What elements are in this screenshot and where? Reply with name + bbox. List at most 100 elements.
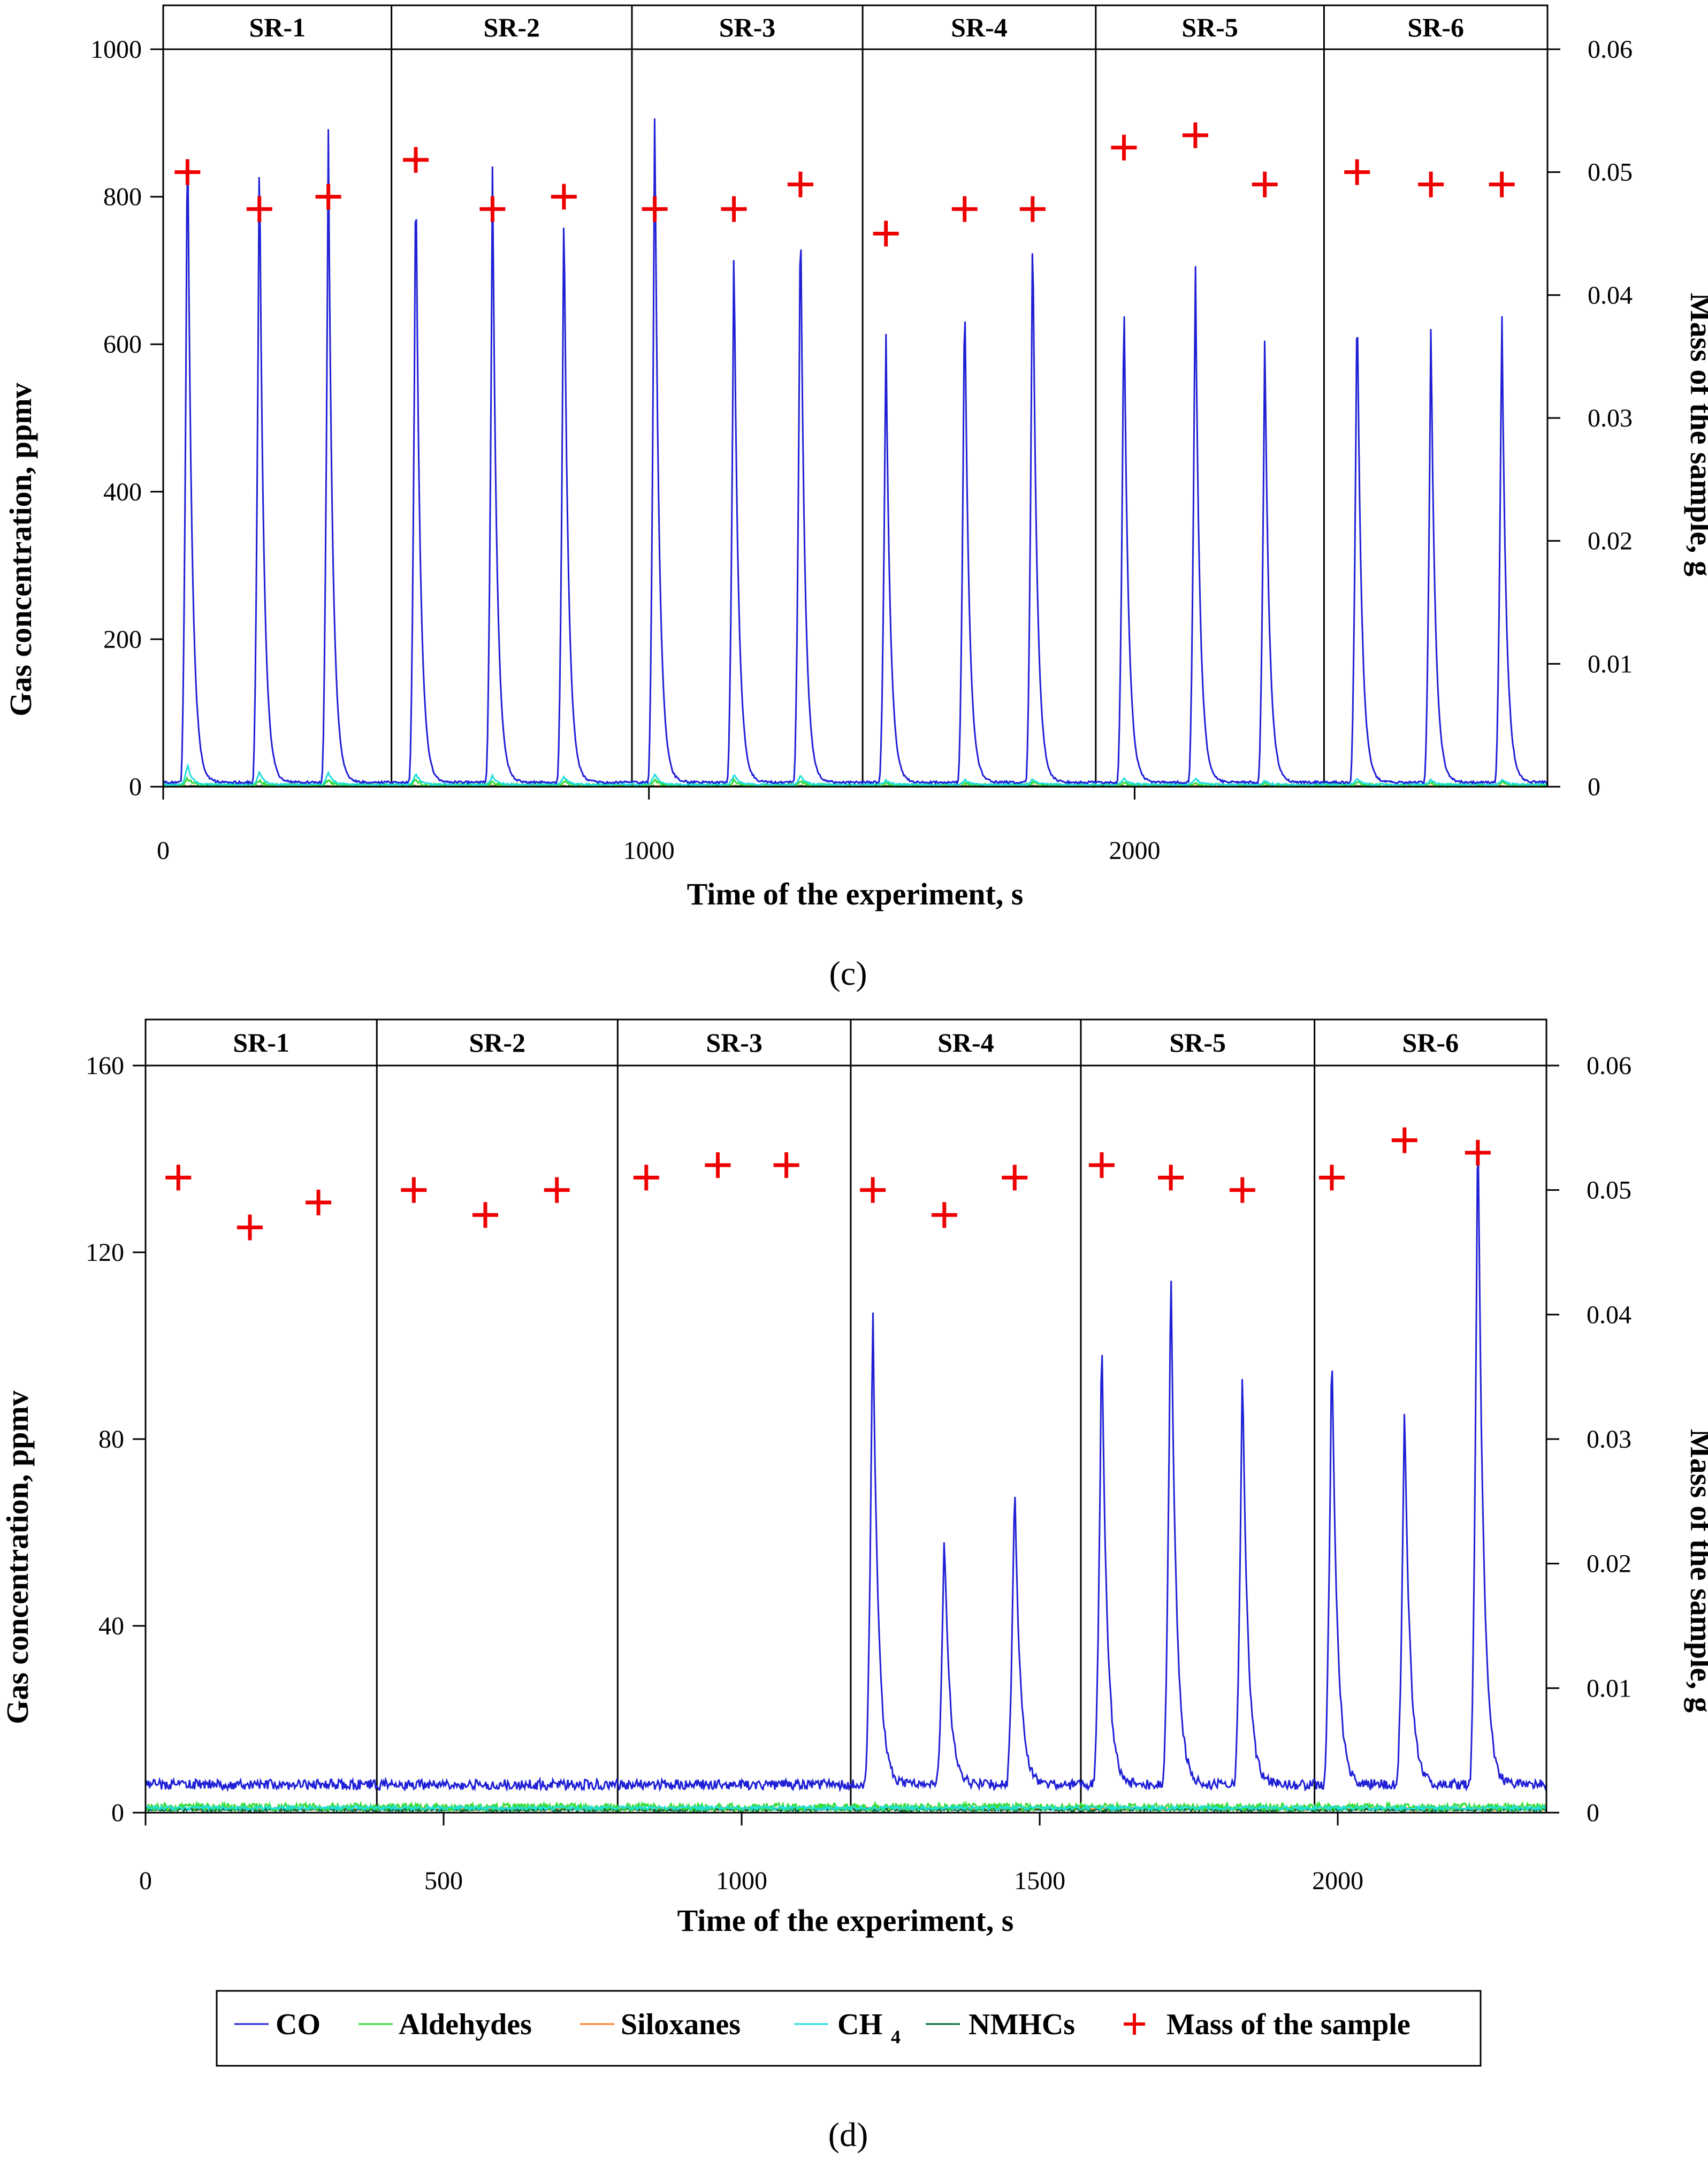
panel-c-y2-axis-title: Mass of the sample, g [1684, 293, 1708, 576]
panel-c-strip-label: SR-3 [719, 12, 776, 42]
panel-c-y-tick-label: 400 [103, 478, 142, 506]
panel-d-mass-point [306, 1189, 332, 1215]
panel-c-y-tick-label: 1000 [90, 35, 142, 64]
panel-c-mass-point [246, 196, 272, 222]
panel-d-y2-tick-label: 0.05 [1587, 1176, 1631, 1205]
legend-nmhcs-label: NMHCs [969, 2008, 1075, 2041]
chart-panel-d: SR-1 SR-2 SR-3 SR-4 SR-5 SR-60408012016000.01… [0, 1018, 1708, 2154]
panel-d-y2-axis-title: Mass of the sample, g [1684, 1429, 1708, 1713]
panel-d-mass-point [705, 1152, 731, 1178]
panel-d-y2-tick-label: 0.03 [1587, 1425, 1631, 1454]
panel-d-plot: SR-1 SR-2 SR-3 SR-4 SR-5 SR-6 0 40 80 120 160 0 0.01… [86, 1018, 1631, 1895]
panel-d-mass-point [633, 1165, 659, 1191]
legend-siloxanes-label: Siloxanes [621, 2008, 741, 2041]
panel-d-strip-label: SR-4 [937, 1028, 994, 1058]
panel-c-y2-tick-label: 0.02 [1588, 527, 1633, 556]
panel-d-mass-point [544, 1177, 570, 1203]
panel-c-y2-tick-label: 0 [1588, 773, 1600, 801]
panel-d-x-tick-label: 500 [424, 1867, 463, 1895]
panel-c-mass-point [1252, 171, 1278, 197]
panel-c-mass-point [1019, 196, 1046, 222]
panel-c-strip-band [162, 4, 1549, 50]
legend-mass-marker [1124, 2013, 1145, 2035]
legend-co-label: CO [276, 2008, 321, 2041]
panel-c-y2-tick-label: 0.03 [1588, 404, 1633, 432]
panel-d-mass-point [165, 1165, 192, 1191]
panel-d-mass-point [1465, 1139, 1491, 1166]
panel-d-mass-point [773, 1152, 799, 1178]
legend-ch4-subscript: 4 [891, 2026, 901, 2048]
panel-c-y2-tick-label: 0.01 [1588, 650, 1633, 678]
panel-c-x-tick-label: 2000 [1109, 836, 1160, 865]
panel-c-strip-label: SR-4 [951, 12, 1008, 42]
panel-c-y-tick-label: 200 [103, 625, 142, 653]
panel-d-co-line [144, 1159, 1547, 1793]
panel-d-y2-tick-label: 0 [1587, 1799, 1599, 1827]
panel-d-y-tick-label: 40 [98, 1612, 124, 1640]
panel-c-strip-label: SR-2 [483, 12, 540, 42]
panel-d-y2-tick-label: 0.02 [1587, 1550, 1631, 1578]
panel-d-x-tick-label: 1000 [716, 1867, 767, 1895]
panel-d-strip-label: SR-1 [233, 1028, 289, 1058]
panel-d-strip-label: SR-5 [1169, 1028, 1226, 1058]
panel-c-x-axis-title: Time of the experiment, s [687, 877, 1024, 911]
panel-c-mass-point [1418, 171, 1444, 197]
panel-c-co-line [163, 118, 1548, 786]
chart-panel-c: SR-1 SR-2 SR-3 SR-4 SR-5 SR-6 0 200 400 600 800 100… [3, 4, 1708, 992]
panel-d-mass-point [237, 1214, 263, 1241]
panel-d-mass-point [931, 1202, 957, 1228]
panel-c-y-tick-label: 800 [103, 183, 142, 211]
panel-c-y-tick-label: 0 [129, 773, 142, 801]
panel-c-mass-point [642, 196, 668, 222]
panel-c-y-tick-label: 600 [103, 330, 142, 359]
panel-d-y-tick-label: 120 [86, 1238, 124, 1267]
panel-d-mass-point [472, 1202, 499, 1228]
panel-c-strip-label: SR-5 [1181, 12, 1238, 42]
panel-c-mass-point [1111, 134, 1137, 161]
panel-d-mass-point [1088, 1152, 1115, 1178]
panel-c-y2-tick-label: 0.04 [1588, 281, 1633, 309]
legend-ch4-label: CH [837, 2008, 882, 2041]
panel-c-strip-label: SR-6 [1407, 12, 1464, 42]
panel-d-mass-point [401, 1177, 427, 1203]
panel-c-y-axis-title: Gas concentration, ppmv [3, 383, 38, 717]
panel-c-ch4-line [163, 763, 1548, 787]
panel-d-x-tick-label: 1500 [1014, 1867, 1065, 1895]
panel-c-mass-point [1489, 171, 1515, 197]
panel-c-mass-point [873, 220, 899, 247]
panel-d-mass-point [860, 1177, 886, 1203]
panel-d-y2-tick-label: 0.01 [1587, 1674, 1631, 1702]
panel-c-mass-point [315, 184, 341, 210]
panel-c-x-tick-label: 1000 [623, 836, 675, 865]
panel-d-y-tick-label: 0 [111, 1799, 124, 1827]
panel-c-plot: SR-1 SR-2 SR-3 SR-4 SR-5 SR-6 0 200 400 600 800 100… [90, 4, 1633, 865]
panel-d-mass-point [1318, 1165, 1345, 1191]
panel-d-x-tick-label: 0 [139, 1867, 152, 1895]
legend-aldehydes-label: Aldehydes [399, 2008, 532, 2041]
panel-d-y2-tick-label: 0.06 [1587, 1052, 1631, 1080]
panel-d-mass-point [1158, 1165, 1184, 1191]
legend-mass-label: Mass of the sample [1166, 2008, 1410, 2041]
panel-d-mass-point [1002, 1165, 1028, 1191]
panel-c-mass-point [951, 196, 978, 222]
panel-d-y-axis-title: Gas concentration, ppmv [0, 1390, 35, 1724]
panel-d-x-axis-title: Time of the experiment, s [677, 1903, 1014, 1938]
panel-d-mass-point [1391, 1127, 1417, 1153]
panel-d-y2-tick-label: 0.04 [1587, 1300, 1631, 1329]
panel-c-mass-point [479, 196, 506, 222]
panel-c-mass-point [787, 171, 813, 197]
panel-c-strip-label: SR-1 [249, 12, 306, 42]
legend-box [216, 1990, 1482, 2067]
panel-c-mass-point [1344, 159, 1370, 185]
panel-c-mass-point [721, 196, 747, 222]
panel-d-x-tick-label: 2000 [1312, 1867, 1363, 1895]
panel-d-y-tick-label: 80 [98, 1425, 124, 1454]
panel-c-mass-point [1182, 122, 1208, 148]
panel-d-label: (d) [828, 2116, 868, 2154]
panel-d-strip-label: SR-2 [469, 1028, 525, 1058]
panel-c-mass-point [403, 147, 429, 173]
panel-d-strip-label: SR-6 [1402, 1028, 1459, 1058]
panel-d-mass-point [1229, 1177, 1255, 1203]
